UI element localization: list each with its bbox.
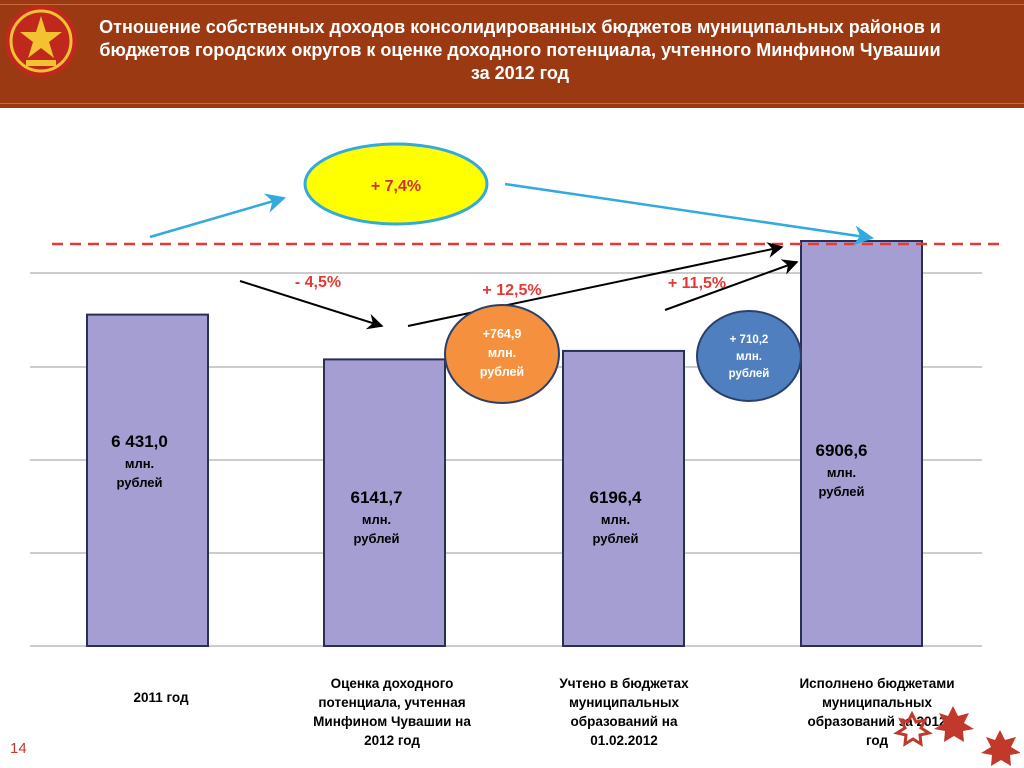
category-label-line: Учтено в бюджетах — [559, 676, 689, 691]
change-label-3: + 11,5% — [668, 275, 726, 292]
blue-bubble-text: млн. — [736, 351, 762, 363]
bar-value-label: 6141,7 — [351, 488, 403, 507]
blue-bubble-text: + 710,2 — [730, 334, 769, 346]
bar-unit-label: рублей — [116, 475, 162, 490]
black-arrow-increase — [664, 259, 799, 311]
chuvash-emblem-icon — [5, 5, 77, 77]
category-label-line: 2011 год — [133, 690, 189, 705]
category-label: Учтено в бюджетах муниципальных образовани… — [529, 674, 719, 750]
bar — [323, 358, 446, 647]
orange-bubble — [444, 304, 560, 404]
bar-unit-label: рублей — [353, 531, 399, 546]
category-label-line: 01.02.2012 — [590, 733, 658, 748]
bar-value-label: 6 431,0 — [111, 432, 168, 451]
blue-bubble-text: рублей — [729, 368, 770, 380]
bar — [800, 240, 923, 647]
decorative-stars-icon — [893, 706, 1020, 766]
page-title: Отношение собственных доходов консолидир… — [99, 17, 941, 83]
orange-bubble-text: +764,9 — [483, 327, 522, 341]
bar-unit-label: рублей — [818, 484, 864, 499]
change-ellipse — [303, 142, 489, 226]
orange-bubble-text: млн. — [488, 346, 516, 360]
category-label-line: образований на — [570, 714, 678, 729]
top-change-label: + 7,4% — [371, 178, 421, 195]
bar — [562, 349, 685, 647]
change-label-1: - 4,5% — [295, 274, 341, 291]
header-bar: Отношение собственных доходов консолидир… — [0, 0, 1024, 108]
bar-value-label: 6906,6 — [816, 441, 868, 460]
bar-unit-label: рублей — [592, 531, 638, 546]
category-label-line: Оценка доходного — [330, 676, 454, 691]
blue-arrow-right — [504, 182, 874, 246]
category-label-line: 2012 год — [364, 733, 420, 748]
category-label: 2011 год — [66, 688, 256, 707]
category-label-line: муниципальных — [821, 695, 933, 710]
bar-unit-label: млн. — [362, 512, 391, 527]
bar-unit-label: млн. — [601, 512, 630, 527]
blue-bubble — [696, 310, 802, 402]
black-arrow-decrease — [239, 280, 384, 330]
header-inner — [0, 4, 1024, 104]
category-label-line: потенциала, учтенная — [318, 695, 466, 710]
bar — [86, 313, 209, 647]
blue-arrow-left — [149, 193, 286, 239]
bar-unit-label: млн. — [125, 456, 154, 471]
category-label-line: муниципальных — [568, 695, 680, 710]
category-label-line: год — [865, 733, 889, 748]
category-label-line: Исполнено бюджетами — [799, 676, 955, 691]
page-number: 14 — [10, 740, 27, 757]
category-label-line: Минфином Чувашии на — [313, 714, 471, 729]
change-label-2: + 12,5% — [482, 282, 541, 299]
category-label: Оценка доходного потенциала, учтенная Минф… — [297, 674, 487, 750]
bar-unit-label: млн. — [827, 465, 856, 480]
orange-bubble-text: рублей — [480, 365, 524, 379]
bar-value-label: 6196,4 — [590, 488, 643, 507]
